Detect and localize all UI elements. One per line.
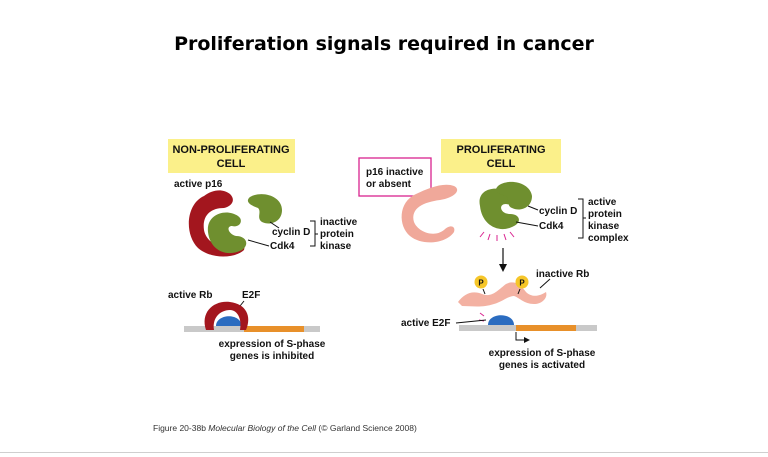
p16-status-line1: p16 inactive <box>366 167 424 178</box>
active-e2f-leader <box>455 319 487 324</box>
left-e2f-label: E2F <box>242 290 260 301</box>
left-gene-segment <box>244 326 304 332</box>
left-header-line2: CELL <box>217 158 246 170</box>
inactive-rb-protein <box>458 282 547 307</box>
left-header-line1: NON-PROLIFERATING <box>172 144 289 156</box>
left-kinase-state-2: protein <box>320 229 354 240</box>
right-cyclin-leader <box>527 205 539 211</box>
right-e2f-protein <box>488 315 514 325</box>
p16-status-line2: or absent <box>366 179 412 190</box>
right-kinase-state-4: complex <box>588 233 629 244</box>
phospho-1-circle <box>474 275 488 289</box>
left-cyclin-d <box>247 194 282 224</box>
right-cdk4-leader <box>515 221 539 227</box>
active-rb-label: active Rb <box>168 290 212 301</box>
slide-title: Proliferation signals required in cancer <box>174 33 594 55</box>
active-p16-label: active p16 <box>174 179 223 190</box>
phospho-2-stem <box>517 288 521 295</box>
active-p16-protein <box>188 190 245 257</box>
active-rb-protein <box>204 301 249 330</box>
right-gene-segment <box>516 325 576 331</box>
phospho-1-label: P <box>478 279 484 288</box>
left-header-box <box>168 139 295 173</box>
left-expression-line1: expression of S-phase <box>219 339 326 350</box>
p16-annotation-box <box>358 157 432 197</box>
left-expression-line2: genes is inhibited <box>230 351 314 362</box>
right-kinase-bracket <box>578 198 586 239</box>
right-header-line2: CELL <box>487 158 516 170</box>
right-kinase-state-1: active <box>588 197 617 208</box>
right-cdk4-label: Cdk4 <box>539 221 564 232</box>
book-title: Molecular Biology of the Cell <box>208 423 317 433</box>
left-kinase-state-3: kinase <box>320 241 352 252</box>
right-expression-line1: expression of S-phase <box>489 348 596 359</box>
inactive-rb-label: inactive Rb <box>536 269 589 280</box>
bottom-divider <box>0 452 768 453</box>
right-kinase-state-2: protein <box>588 209 622 220</box>
right-cyclin-d <box>495 181 532 210</box>
phospho-2-circle <box>515 275 529 289</box>
transcription-arrow-head <box>524 337 530 343</box>
kinase-activity-marks <box>479 231 515 241</box>
left-cyclin-d-label: cyclin D <box>272 227 310 238</box>
right-cyclin-d-label: cyclin D <box>539 206 577 217</box>
left-cdk4 <box>207 212 247 254</box>
right-expression-line2: genes is activated <box>499 360 585 371</box>
left-e2f-protein <box>216 316 242 326</box>
inactive-p16-protein <box>401 184 458 243</box>
figure-ref: Figure 20-38b <box>153 423 206 433</box>
inactive-rb-leader <box>539 278 551 289</box>
left-kinase-state-1: inactive <box>320 217 358 228</box>
phospho-2-label: P <box>519 279 525 288</box>
transcription-arrow <box>515 332 526 341</box>
activation-arrow-head <box>499 264 507 272</box>
left-kinase-bracket <box>310 220 318 247</box>
right-header-box <box>441 139 561 173</box>
right-header-line1: PROLIFERATING <box>456 144 545 156</box>
active-e2f-label: active E2F <box>401 318 450 329</box>
left-cdk4-leader <box>247 239 270 247</box>
publisher-note: (© Garland Science 2008) <box>318 423 417 433</box>
figure-caption: Figure 20-38b Molecular Biology of the C… <box>153 423 417 433</box>
right-kinase-state-3: kinase <box>588 221 620 232</box>
left-cdk4-label: Cdk4 <box>270 241 295 252</box>
left-cyclin-leader <box>269 221 280 229</box>
phospho-1-stem <box>482 288 486 295</box>
